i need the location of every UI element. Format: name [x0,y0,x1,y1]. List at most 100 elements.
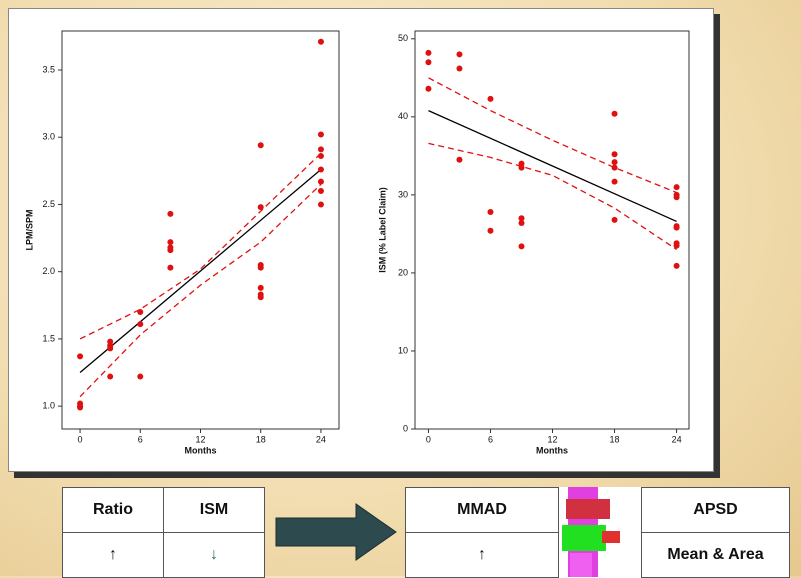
point [107,373,114,380]
y-tick-label: 0 [403,423,408,433]
y-tick-label: 1.5 [42,333,55,343]
point [317,38,324,45]
icon-part [570,553,592,577]
point [137,373,144,380]
point [456,51,463,58]
y-tick-label: 2.5 [42,199,55,209]
point [317,188,324,195]
icon-part [602,531,620,543]
point [487,209,494,216]
x-axis-label: Months [185,445,217,455]
point [257,284,264,291]
cell: ↑ [62,532,164,578]
chart-panel: 1.0 1.5 2.0 2.5 3.0 3.5 0 6 12 18 24 Months LPM/SPM 0… [8,8,714,472]
header-cell: APSD [641,487,790,533]
y-tick-label: 20 [398,267,408,277]
header-cell: Ratio [62,487,164,533]
point [425,49,432,56]
icon-part [566,499,610,519]
point [518,219,525,226]
charts: 1.0 1.5 2.0 2.5 3.0 3.5 0 6 12 18 24 Months LPM/SPM 0… [24,30,690,455]
point [673,224,680,231]
x-tick-label: 0 [426,434,431,444]
upper-band [79,152,322,340]
point [518,164,525,171]
point [518,215,525,222]
point [425,59,432,66]
point [317,201,324,208]
x-tick-label: 24 [316,434,326,444]
point [257,264,264,271]
y-tick-label: 10 [398,345,408,355]
point [673,262,680,269]
y-tick-label: 30 [398,189,408,199]
cell: Mean & Area [641,532,790,578]
point [611,110,618,117]
y-tick-label: 1.0 [42,401,55,411]
x-axis-label: Months [536,445,568,455]
x-tick-label: 18 [610,434,620,444]
plot-frame [61,30,340,430]
table-left: Ratio ISM ↑ ↓ [62,487,265,578]
point [317,153,324,160]
fit-line [79,168,322,374]
point [257,204,264,211]
point [611,178,618,185]
point [107,345,114,352]
point [317,146,324,153]
arrow-shape [275,503,397,561]
y-tick-label: 2.0 [42,266,55,276]
point [425,85,432,92]
x-tick-label: 24 [672,434,682,444]
x-tick-label: 12 [548,434,558,444]
y-tick-label: 3.5 [42,64,55,74]
icon [562,487,620,577]
point [317,166,324,173]
point [257,294,264,301]
point [611,216,618,223]
point [611,164,618,171]
point [167,247,174,254]
arrow [275,503,397,561]
icon-part [562,525,606,551]
lower-band [428,142,677,251]
point [317,131,324,138]
header-cell: ISM [163,487,265,533]
point [487,95,494,102]
point [518,243,525,250]
point [167,264,174,271]
point [77,353,84,360]
plot-frame [414,30,690,430]
cell: ↓ [163,532,265,578]
point [487,227,494,234]
y-axis-label: LPM/SPM [24,209,34,250]
point [77,404,84,411]
point [611,151,618,158]
upper-band [428,77,677,194]
x-tick-label: 6 [138,434,143,444]
point [673,184,680,191]
point [167,210,174,217]
x-tick-label: 18 [256,434,266,444]
point [167,239,174,246]
cell: ↑ [405,532,559,578]
x-tick-label: 6 [488,434,493,444]
point [611,159,618,166]
lower-band [79,183,322,398]
y-tick-label: 3.0 [42,132,55,142]
x-tick-label: 0 [78,434,83,444]
fit-line [428,110,677,223]
x-tick-label: 12 [195,434,205,444]
point [673,242,680,249]
y-tick-label: 50 [398,33,408,43]
point [673,194,680,201]
point [137,309,144,316]
point [456,156,463,163]
y-tick-label: 40 [398,111,408,121]
header-cell: MMAD [405,487,559,533]
point [137,321,144,328]
point [317,178,324,185]
point [257,142,264,149]
point [456,65,463,72]
